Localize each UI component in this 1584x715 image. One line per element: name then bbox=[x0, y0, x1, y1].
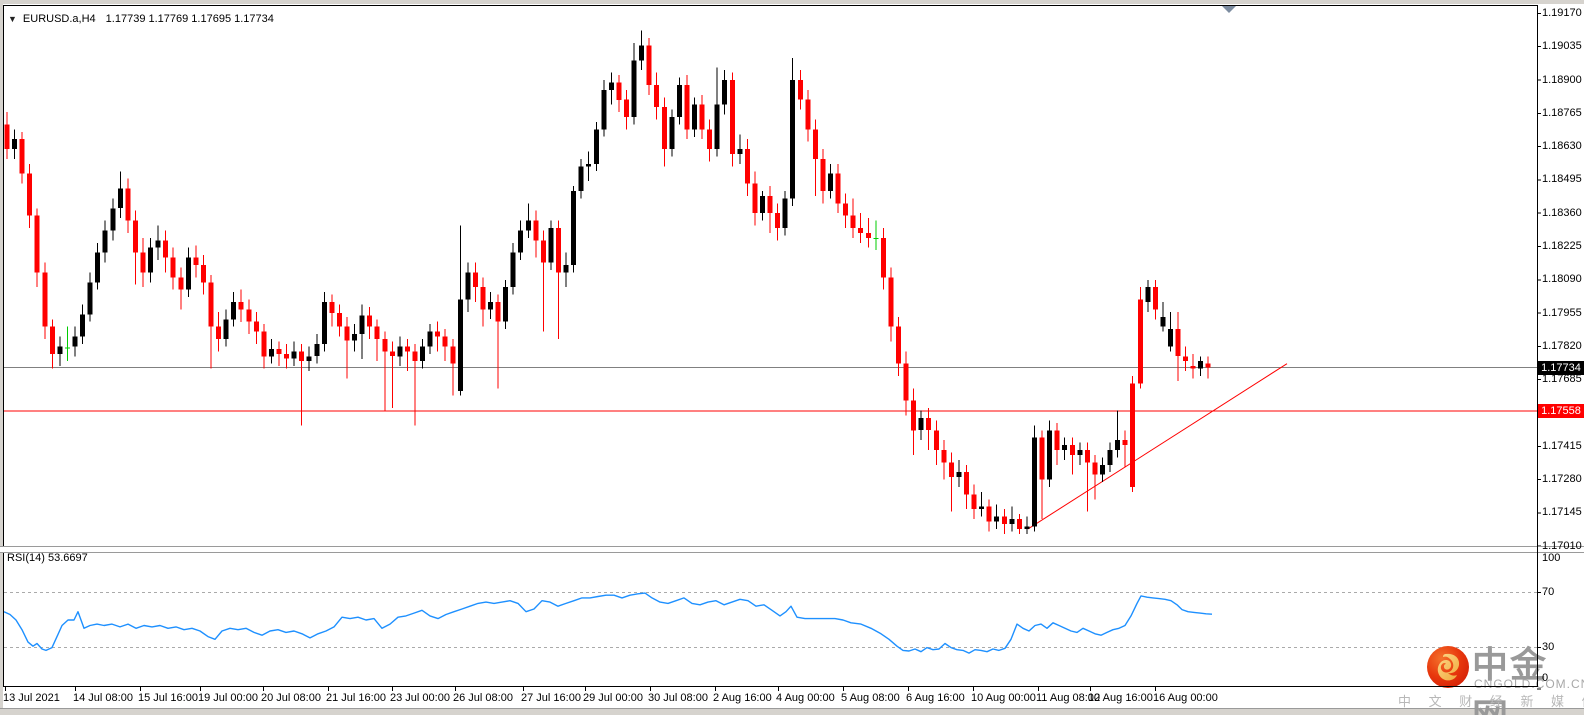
symbol-dropdown-icon[interactable]: ▼ bbox=[8, 14, 17, 24]
time-tick-label: 27 Jul 16:00 bbox=[521, 692, 581, 704]
time-tick-label: 10 Aug 00:00 bbox=[971, 692, 1036, 704]
ohlc-quotes-label: 1.17739 1.17769 1.17695 1.17734 bbox=[105, 13, 274, 25]
price-tick-label: 1.18630 bbox=[1542, 140, 1582, 152]
price-tick-label: 1.17145 bbox=[1542, 506, 1582, 518]
price-axis[interactable]: 1.17734 1.17558 1.19170 1.19035 1.18900 1.1… bbox=[1538, 0, 1584, 715]
time-tick-label: 13 Jul 2021 bbox=[3, 692, 60, 704]
window-left-strip bbox=[0, 0, 3, 715]
chart-top-border bbox=[3, 5, 1537, 6]
time-tick-label: 21 Jul 16:00 bbox=[326, 692, 386, 704]
time-tick-label: 12 Aug 16:00 bbox=[1088, 692, 1153, 704]
rsi-indicator-label: RSI(14) 53.6697 bbox=[7, 552, 88, 564]
time-tick-label: 30 Jul 08:00 bbox=[648, 692, 708, 704]
pane-splitter[interactable] bbox=[0, 546, 1584, 553]
price-tick-label: 1.18225 bbox=[1542, 240, 1582, 252]
time-tick-label: 20 Jul 08:00 bbox=[261, 692, 321, 704]
price-tick-label: 1.17280 bbox=[1542, 473, 1582, 485]
rsi-tick-label: 30 bbox=[1542, 641, 1555, 653]
price-axis-border bbox=[1537, 5, 1538, 687]
window-top-strip bbox=[0, 0, 1584, 4]
price-tick-label: 1.19035 bbox=[1542, 40, 1582, 52]
watermark-domain-text: CNGOLD.COM.CN bbox=[1474, 677, 1584, 691]
current-price-tag: 1.17734 bbox=[1538, 361, 1584, 375]
watermark: 中金网 CNGOLD.COM.CN 中 文 财 经 新 媒 体 bbox=[1398, 630, 1584, 715]
time-axis[interactable]: 13 Jul 2021 14 Jul 08:00 15 Jul 16:00 19 Ju… bbox=[0, 687, 1537, 708]
time-tick-label: 4 Aug 00:00 bbox=[776, 692, 835, 704]
time-tick-label: 29 Jul 00:00 bbox=[583, 692, 643, 704]
time-tick-label: 19 Jul 00:00 bbox=[198, 692, 258, 704]
price-tick-label: 1.19170 bbox=[1542, 7, 1582, 19]
support-price-tag: 1.17558 bbox=[1538, 404, 1584, 418]
symbol-period-label: EURUSD.a,H4 bbox=[22, 13, 96, 25]
price-tick-label: 1.18900 bbox=[1542, 74, 1582, 86]
time-tick-label: 23 Jul 00:00 bbox=[390, 692, 450, 704]
time-tick-label: 2 Aug 16:00 bbox=[713, 692, 772, 704]
chart-title: ▼ EURUSD.a,H4 1.17739 1.17769 1.17695 1.17… bbox=[8, 13, 274, 25]
window-bottom-strip bbox=[0, 708, 1584, 715]
time-tick-label: 11 Aug 08:00 bbox=[1036, 692, 1101, 704]
rsi-tick-label: 70 bbox=[1542, 586, 1555, 598]
rsi-line bbox=[4, 592, 1213, 654]
rsi-bottom-border bbox=[3, 686, 1538, 687]
price-tick-label: 1.18090 bbox=[1542, 273, 1582, 285]
price-tick-label: 1.17685 bbox=[1542, 373, 1582, 385]
chart-shift-marker-icon[interactable] bbox=[1222, 6, 1236, 13]
time-tick-label: 6 Aug 16:00 bbox=[906, 692, 965, 704]
time-tick-label: 14 Jul 08:00 bbox=[73, 692, 133, 704]
time-tick-label: 15 Jul 16:00 bbox=[138, 692, 198, 704]
price-tick-label: 1.17955 bbox=[1542, 307, 1582, 319]
time-tick-label: 16 Aug 00:00 bbox=[1153, 692, 1218, 704]
watermark-tagline-text: 中 文 财 经 新 媒 体 bbox=[1398, 694, 1584, 709]
rsi-tick-label: 0 bbox=[1542, 672, 1549, 684]
price-tick-label: 1.18765 bbox=[1542, 107, 1582, 119]
chart-left-border bbox=[3, 5, 4, 687]
candles bbox=[4, 30, 1211, 534]
trend-line bbox=[1027, 363, 1288, 530]
watermark-brand-text: 中金网 bbox=[1472, 644, 1549, 715]
time-tick-label: 5 Aug 08:00 bbox=[841, 692, 900, 704]
price-tick-label: 1.17820 bbox=[1542, 340, 1582, 352]
cngold-logo-icon bbox=[1427, 646, 1469, 688]
rsi-tick-label: 100 bbox=[1542, 552, 1561, 564]
price-tick-label: 1.18495 bbox=[1542, 173, 1582, 185]
price-tick-label: 1.18360 bbox=[1542, 207, 1582, 219]
time-tick-label: 26 Jul 08:00 bbox=[453, 692, 513, 704]
price-tick-label: 1.17415 bbox=[1542, 440, 1582, 452]
price-tick-label: 1.17010 bbox=[1542, 540, 1582, 552]
